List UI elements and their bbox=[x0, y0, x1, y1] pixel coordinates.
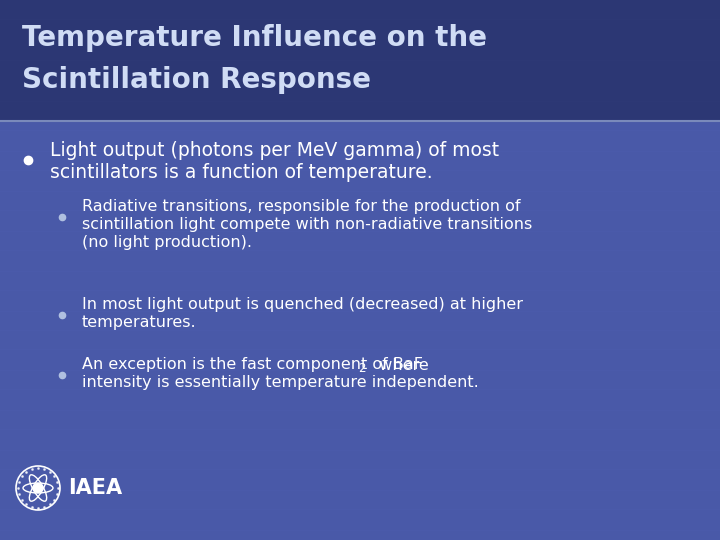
Text: In most light output is quenched (decreased) at higher: In most light output is quenched (decrea… bbox=[82, 298, 523, 313]
Text: scintillation light compete with non-radiative transitions: scintillation light compete with non-rad… bbox=[82, 218, 532, 233]
Text: temperatures.: temperatures. bbox=[82, 315, 197, 330]
Text: where: where bbox=[369, 357, 428, 373]
Text: 2: 2 bbox=[358, 362, 366, 375]
Text: Light output (photons per MeV gamma) of most: Light output (photons per MeV gamma) of … bbox=[50, 140, 499, 159]
Circle shape bbox=[34, 483, 42, 492]
Text: Radiative transitions, responsible for the production of: Radiative transitions, responsible for t… bbox=[82, 199, 521, 214]
Text: IAEA: IAEA bbox=[68, 478, 122, 498]
Text: scintillators is a function of temperature.: scintillators is a function of temperatu… bbox=[50, 163, 433, 181]
Text: intensity is essentially temperature independent.: intensity is essentially temperature ind… bbox=[82, 375, 479, 390]
Bar bbox=[0, 0, 720, 121]
Text: (no light production).: (no light production). bbox=[82, 235, 252, 251]
Text: Temperature Influence on the: Temperature Influence on the bbox=[22, 24, 487, 52]
Text: An exception is the fast component of BaF: An exception is the fast component of Ba… bbox=[82, 357, 423, 373]
Text: Scintillation Response: Scintillation Response bbox=[22, 66, 371, 94]
